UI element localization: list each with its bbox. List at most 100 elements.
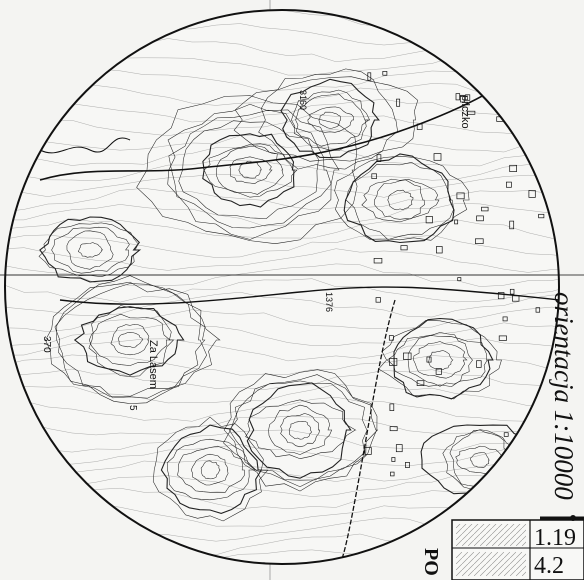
building-mark [509,220,515,230]
contour-line [5,368,559,390]
legend-marker [570,515,576,521]
contour-line [5,306,559,332]
map-circle-border [4,9,560,565]
contour-line [378,320,502,400]
building-mark [395,444,403,453]
building-mark [481,206,489,212]
contour-line [246,382,352,479]
contour-line [216,145,284,195]
contour-line [5,278,559,303]
stream [39,137,131,154]
legend-swatch-1 [456,524,526,546]
contour-line [5,415,559,436]
legend-row-2: 4.2 [534,553,564,579]
legend-row-1: 1.19 [534,525,576,551]
contour-line [117,332,144,348]
building-mark [502,316,508,322]
contour-line [5,247,559,273]
contour-line [413,341,468,379]
road [59,286,559,305]
contour-line [5,203,559,227]
contour-line [268,404,333,455]
contour-line [258,68,398,170]
contour-line [295,93,370,147]
building-mark [455,93,461,101]
contour-line [160,424,263,514]
contour-line [386,335,488,387]
building-mark [400,245,408,251]
contour-line [152,416,269,522]
contour-line [361,178,440,223]
contour-line [288,421,312,440]
contour-line [110,324,150,356]
contour-line [223,369,379,492]
contour-line [167,104,340,240]
contour-line [5,263,559,287]
spot-height-south-west: 5 [127,405,138,411]
contour-line [307,106,354,133]
building-mark [513,458,522,466]
legend-box: 1.19 4.2 [451,515,584,580]
building-mark [405,462,410,468]
building-mark [389,358,398,366]
contour-line [136,95,358,244]
contour-line [229,156,273,184]
building-mark [509,164,517,172]
building-mark [435,368,442,375]
contour-line [393,317,494,400]
contour-line [45,281,221,397]
contour-line [66,230,114,270]
place-label-top-right: pilczko [459,95,471,129]
contour-line [334,155,470,241]
building-mark [376,154,382,162]
building-mark [465,94,471,101]
building-mark [538,213,545,219]
contour-line [54,283,206,399]
contour-line [280,413,321,448]
building-mark [391,457,396,462]
contour-line [89,313,171,366]
building-mark [389,426,398,432]
orientation-text: orientacja 1:10000 [549,292,579,500]
spot-height-center: 1376 [324,292,334,312]
contour-line [56,275,208,404]
building-mark [433,153,442,161]
building-mark [390,471,395,477]
building-mark [426,356,432,363]
spot-height-west: 370 [41,336,52,353]
building-mark [536,108,544,115]
contour-line [5,173,559,198]
contour-line [238,160,262,179]
contour-line [73,306,185,376]
contour-line [166,438,256,501]
building-mark [375,297,381,303]
building-mark [503,432,509,437]
building-mark [373,258,383,264]
contour-line [5,218,559,239]
legend-swatch-2 [456,552,526,576]
topographic-map-circle [4,9,560,565]
building-mark [403,352,412,360]
building-mark [396,98,401,107]
building-mark [475,238,484,244]
contour-line [318,111,341,129]
contour-line [202,133,295,208]
contour-line [5,129,559,153]
building-mark [371,173,377,179]
building-mark [454,219,459,225]
building-mark [466,110,476,115]
building-mark [476,360,482,368]
contour-line [407,332,474,387]
contour-line [5,322,559,347]
contour-line [229,380,368,481]
contour-line [5,429,559,453]
contour-line [190,453,229,486]
place-label-lower-left: Za Lasem [147,340,159,389]
building-mark [389,403,395,411]
building-mark [456,504,464,513]
building-mark [436,246,443,254]
contour-line [77,242,104,258]
contour-line [38,222,141,277]
building-mark [425,216,433,224]
